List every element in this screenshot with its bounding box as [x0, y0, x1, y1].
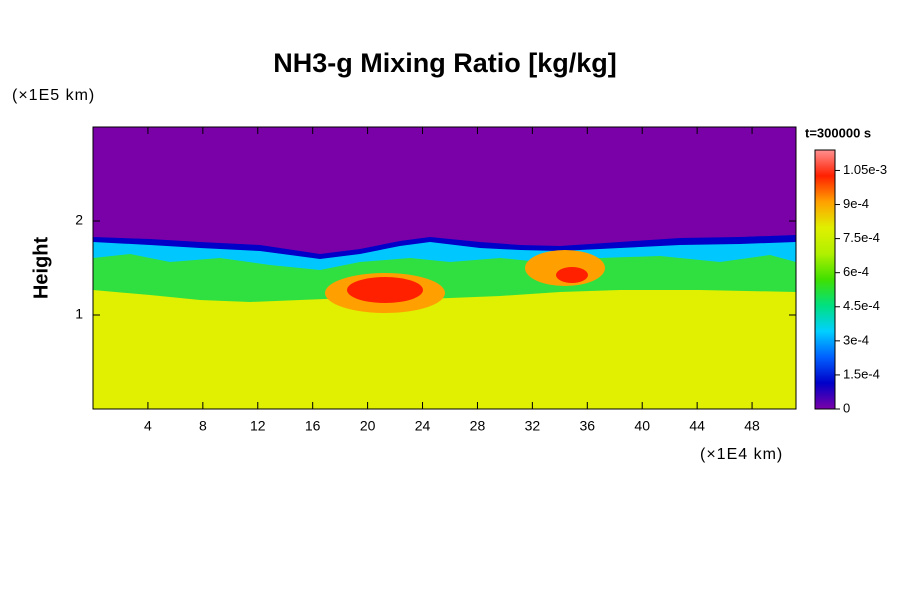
x-tick-label: 4 [144, 418, 152, 434]
x-tick-label: 36 [580, 418, 596, 434]
y-tick-label: 2 [75, 212, 83, 228]
x-tick-label: 28 [470, 418, 486, 434]
y-axis-label: Height [30, 237, 52, 300]
x-tick-label: 44 [689, 418, 705, 434]
field-region [556, 267, 588, 283]
plot-frame [92, 126, 797, 410]
x-tick-label: 24 [415, 418, 431, 434]
colorbar-tick-label: 6e-4 [843, 264, 869, 279]
x-tick-label: 48 [744, 418, 760, 434]
field-region [347, 277, 423, 303]
x-tick-label: 32 [525, 418, 541, 434]
field [93, 127, 796, 409]
y-tick-label: 1 [75, 306, 83, 322]
x-tick-label: 40 [634, 418, 650, 434]
colorbar-tick-label: 0 [843, 400, 850, 415]
x-tick-label: 16 [305, 418, 321, 434]
colorbar-tick-label: 3e-4 [843, 332, 869, 347]
field-region [93, 290, 796, 409]
colorbar-tick-label: 7.5e-4 [843, 230, 880, 245]
colorbar [814, 149, 836, 410]
chart-title: NH3-g Mixing Ratio [kg/kg] [273, 48, 617, 78]
colorbar-tick-label: 4.5e-4 [843, 298, 880, 313]
x-tick-label: 12 [250, 418, 266, 434]
time-annotation: t=300000 s [805, 125, 871, 140]
x-axis-label: (×1E4 km) [700, 446, 783, 463]
colorbar-tick-label: 1.5e-4 [843, 366, 880, 381]
colorbar-tick-label: 1.05e-3 [843, 162, 887, 177]
y-unit-label: (×1E5 km) [12, 87, 95, 104]
x-tick-label: 8 [199, 418, 207, 434]
x-tick-label: 20 [360, 418, 376, 434]
colorbar-tick-label: 9e-4 [843, 196, 869, 211]
